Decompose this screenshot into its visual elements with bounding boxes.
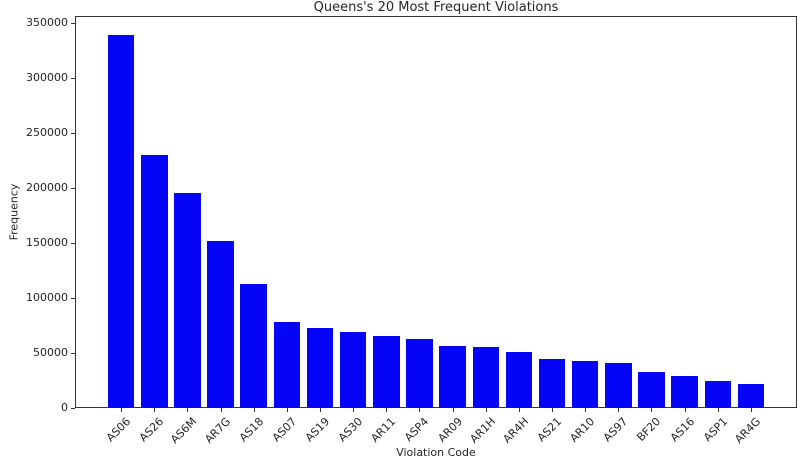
bar <box>671 375 698 408</box>
x-tick-mark <box>254 408 255 412</box>
x-tick-mark <box>419 408 420 412</box>
x-tick-mark <box>718 408 719 412</box>
bar <box>373 335 400 408</box>
y-tick-label: 250000 <box>26 125 68 139</box>
bar <box>472 346 499 408</box>
y-tick-mark <box>71 78 75 79</box>
bar <box>638 372 665 408</box>
bar <box>107 34 135 408</box>
x-tick-mark <box>585 408 586 412</box>
y-tick-label: 300000 <box>26 70 68 84</box>
x-tick-mark <box>618 408 619 412</box>
chart-title: Queens's 20 Most Frequent Violations <box>313 0 559 15</box>
bar <box>306 327 334 408</box>
bar <box>141 154 168 408</box>
bar <box>439 346 466 408</box>
x-tick-mark <box>519 408 520 412</box>
x-tick-mark <box>486 408 487 412</box>
x-tick-mark <box>121 408 122 412</box>
y-tick-mark <box>71 408 75 409</box>
bar <box>174 193 201 408</box>
y-tick-label: 0 <box>61 401 68 414</box>
x-tick-mark <box>353 408 354 412</box>
x-tick-mark <box>320 408 321 412</box>
bar <box>406 339 433 408</box>
bar <box>339 331 367 408</box>
y-tick-mark <box>71 23 75 24</box>
y-tick-label: 100000 <box>26 290 68 304</box>
y-tick-label: 150000 <box>26 235 68 249</box>
bar <box>273 321 301 408</box>
x-tick-mark <box>221 408 222 412</box>
x-tick-mark <box>685 408 686 412</box>
y-tick-mark <box>71 353 75 354</box>
bar <box>240 283 267 408</box>
y-tick-label: 350000 <box>26 15 68 29</box>
y-tick-mark <box>71 133 75 134</box>
bar <box>737 383 765 408</box>
x-tick-mark <box>453 408 454 412</box>
bar <box>207 240 234 408</box>
x-tick-mark <box>287 408 288 412</box>
x-tick-mark <box>386 408 387 412</box>
x-tick-mark <box>651 408 652 412</box>
y-tick-label: 200000 <box>26 180 68 194</box>
bar <box>704 381 731 408</box>
x-tick-mark <box>154 408 155 412</box>
y-tick-mark <box>71 298 75 299</box>
y-tick-mark <box>71 243 75 244</box>
y-tick-mark <box>71 188 75 189</box>
y-tick-label: 50000 <box>33 345 68 359</box>
x-tick-mark <box>552 408 553 412</box>
bar <box>505 351 533 408</box>
x-axis-label: Violation Code <box>396 446 476 459</box>
x-tick-mark <box>751 408 752 412</box>
bar <box>605 363 632 408</box>
bar <box>538 359 566 408</box>
x-tick-mark <box>187 408 188 412</box>
bar <box>571 360 599 408</box>
